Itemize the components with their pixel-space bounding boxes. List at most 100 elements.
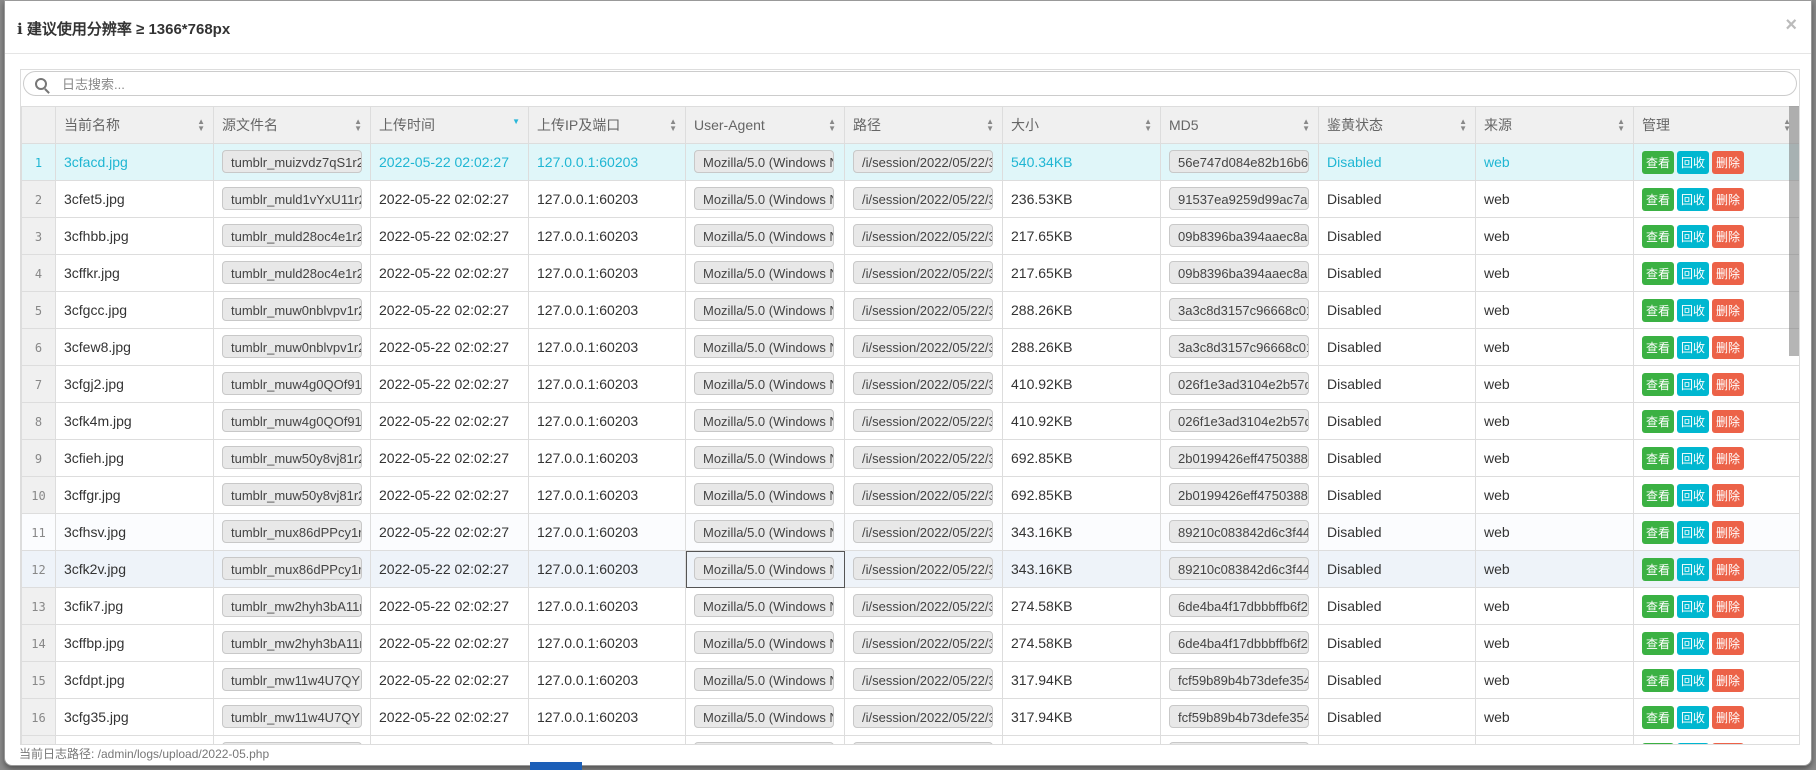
path-field[interactable]: /i/session/2022/05/22/3 (853, 446, 993, 469)
ua-field[interactable]: Mozilla/5.0 (Windows N (694, 557, 834, 580)
delete-button[interactable]: 删除 (1712, 447, 1745, 470)
delete-button[interactable]: 删除 (1712, 262, 1745, 285)
ua-field[interactable] (694, 742, 834, 744)
path-field[interactable]: /i/session/2022/05/22/3 (853, 594, 993, 617)
delete-button[interactable]: 删除 (1712, 632, 1745, 655)
table-row[interactable]: 16 3cfg35.jpg tumblr_mw11w4U7QY1 2022-05-22… (21, 698, 1799, 736)
column-header[interactable]: MD5 ▲ ▼ (1160, 106, 1319, 144)
path-field[interactable]: /i/session/2022/05/22/3 (853, 668, 993, 691)
view-button[interactable]: 查看 (1642, 447, 1675, 470)
column-header[interactable]: 上传时间 ▼ (370, 106, 529, 144)
table-row[interactable]: 7 3cfgj2.jpg tumblr_muw4g0QOf91r 2022-05-22… (21, 365, 1799, 403)
sort-icon[interactable]: ▲ ▼ (1302, 117, 1310, 133)
src-field[interactable]: tumblr_mw11w4U7QY1 (222, 705, 362, 728)
md5-field[interactable]: 6de4ba4f17dbbbffb6f22 (1169, 594, 1309, 617)
delete-button[interactable]: 删除 (1712, 743, 1745, 744)
view-button[interactable]: 查看 (1642, 225, 1675, 248)
path-field[interactable]: /i/session/2022/05/22/3 (853, 483, 993, 506)
ua-field[interactable]: Mozilla/5.0 (Windows N (694, 520, 834, 543)
table-row[interactable]: 13 3cfik7.jpg tumblr_mw2hyh3bA11r 2022-05-2… (21, 587, 1799, 625)
table-row[interactable]: 14 3cffbp.jpg tumblr_mw2hyh3bA11r 2022-05-2… (21, 624, 1799, 662)
view-button[interactable]: 查看 (1642, 706, 1675, 729)
delete-button[interactable]: 删除 (1712, 558, 1745, 581)
view-button[interactable]: 查看 (1642, 151, 1675, 174)
column-header[interactable]: User-Agent ▲ ▼ (685, 106, 845, 144)
src-field[interactable]: tumblr_muw50y8vj81r2 (222, 446, 362, 469)
recycle-button[interactable]: 回收 (1677, 336, 1710, 359)
delete-button[interactable]: 删除 (1712, 595, 1745, 618)
ua-field[interactable]: Mozilla/5.0 (Windows N (694, 261, 834, 284)
sort-desc-icon[interactable]: ▼ (512, 117, 520, 126)
delete-button[interactable]: 删除 (1712, 299, 1745, 322)
delete-button[interactable]: 删除 (1712, 521, 1745, 544)
recycle-button[interactable]: 回收 (1677, 225, 1710, 248)
sort-icon[interactable]: ▲ ▼ (354, 117, 362, 133)
src-field[interactable]: tumblr_muld28oc4e1r2 (222, 261, 362, 284)
column-header[interactable]: 上传IP及端口 ▲ ▼ (528, 106, 686, 144)
md5-field[interactable]: 3a3c8d3157c96668c01 (1169, 335, 1309, 358)
src-field[interactable]: tumblr_muizvdz7qS1r2 (222, 150, 362, 173)
sort-icon[interactable]: ▲ ▼ (986, 117, 994, 133)
recycle-button[interactable]: 回收 (1677, 521, 1710, 544)
recycle-button[interactable]: 回收 (1677, 743, 1710, 744)
recycle-button[interactable]: 回收 (1677, 669, 1710, 692)
view-button[interactable]: 查看 (1642, 558, 1675, 581)
path-field[interactable]: /i/session/2022/05/22/3 (853, 150, 993, 173)
md5-field[interactable]: 026f1e3ad3104e2b57d (1169, 372, 1309, 395)
view-button[interactable]: 查看 (1642, 669, 1675, 692)
path-field[interactable]: /i/session/2022/05/22/3 (853, 705, 993, 728)
ua-field[interactable]: Mozilla/5.0 (Windows N (694, 446, 834, 469)
delete-button[interactable]: 删除 (1712, 188, 1745, 211)
path-field[interactable]: /i/session/2022/05/22/3 (853, 631, 993, 654)
delete-button[interactable]: 删除 (1712, 484, 1745, 507)
recycle-button[interactable]: 回收 (1677, 558, 1710, 581)
column-header[interactable]: 来源 ▲ ▼ (1475, 106, 1634, 144)
md5-field[interactable]: 2b0199426eff47503887 (1169, 446, 1309, 469)
delete-button[interactable]: 删除 (1712, 373, 1745, 396)
sort-icon[interactable]: ▲ ▼ (1459, 117, 1467, 133)
path-field[interactable]: /i/session/2022/05/22/3 (853, 520, 993, 543)
table-row[interactable]: 6 3cfew8.jpg tumblr_muw0nblvpv1r2 2022-05-2… (21, 328, 1799, 366)
table-row[interactable]: 9 3cfieh.jpg tumblr_muw50y8vj81r2 2022-05-2… (21, 439, 1799, 477)
column-header[interactable]: 当前名称 ▲ ▼ (55, 106, 214, 144)
recycle-button[interactable]: 回收 (1677, 595, 1710, 618)
sort-icon[interactable]: ▲ ▼ (669, 117, 677, 133)
path-field[interactable]: /i/session/2022/05/22/3 (853, 298, 993, 321)
column-header[interactable]: 管理 ▲ ▼ (1633, 106, 1799, 144)
ua-field[interactable]: Mozilla/5.0 (Windows N (694, 335, 834, 358)
sort-icon[interactable]: ▲ ▼ (197, 117, 205, 133)
md5-field[interactable]: 6de4ba4f17dbbbffb6f22 (1169, 631, 1309, 654)
md5-field[interactable]: fcf59b89b4b73defe354 (1169, 668, 1309, 691)
column-header[interactable]: 大小 ▲ ▼ (1002, 106, 1161, 144)
ua-field[interactable]: Mozilla/5.0 (Windows N (694, 224, 834, 247)
column-header[interactable]: 路径 ▲ ▼ (844, 106, 1003, 144)
view-button[interactable]: 查看 (1642, 299, 1675, 322)
path-field[interactable] (853, 742, 993, 744)
src-field[interactable]: tumblr_mux86dPPcy1r2 (222, 520, 362, 543)
delete-button[interactable]: 删除 (1712, 410, 1745, 433)
path-field[interactable]: /i/session/2022/05/22/3 (853, 187, 993, 210)
table-row[interactable]: 11 3cfhsv.jpg tumblr_mux86dPPcy1r2 2022-05-… (21, 513, 1799, 551)
path-field[interactable]: /i/session/2022/05/22/3 (853, 557, 993, 580)
recycle-button[interactable]: 回收 (1677, 447, 1710, 470)
ua-field[interactable]: Mozilla/5.0 (Windows N (694, 705, 834, 728)
ua-field[interactable]: Mozilla/5.0 (Windows N (694, 409, 834, 432)
sort-icon[interactable]: ▲ ▼ (1783, 117, 1791, 133)
md5-field[interactable] (1169, 742, 1309, 744)
view-button[interactable]: 查看 (1642, 410, 1675, 433)
src-field[interactable]: tumblr_muw4g0QOf91r (222, 372, 362, 395)
close-icon[interactable]: × (1785, 14, 1797, 36)
view-button[interactable]: 查看 (1642, 373, 1675, 396)
view-button[interactable]: 查看 (1642, 632, 1675, 655)
delete-button[interactable]: 删除 (1712, 151, 1745, 174)
md5-field[interactable]: 56e747d084e82b16b67 (1169, 150, 1309, 173)
recycle-button[interactable]: 回收 (1677, 299, 1710, 322)
recycle-button[interactable]: 回收 (1677, 188, 1710, 211)
path-field[interactable]: /i/session/2022/05/22/3 (853, 224, 993, 247)
column-header[interactable]: 源文件名 ▲ ▼ (213, 106, 371, 144)
src-field[interactable]: tumblr_muld1vYxU11r2 (222, 187, 362, 210)
delete-button[interactable]: 删除 (1712, 669, 1745, 692)
table-row[interactable]: 4 3cffkr.jpg tumblr_muld28oc4e1r2 2022-05-2… (21, 254, 1799, 292)
recycle-button[interactable]: 回收 (1677, 632, 1710, 655)
